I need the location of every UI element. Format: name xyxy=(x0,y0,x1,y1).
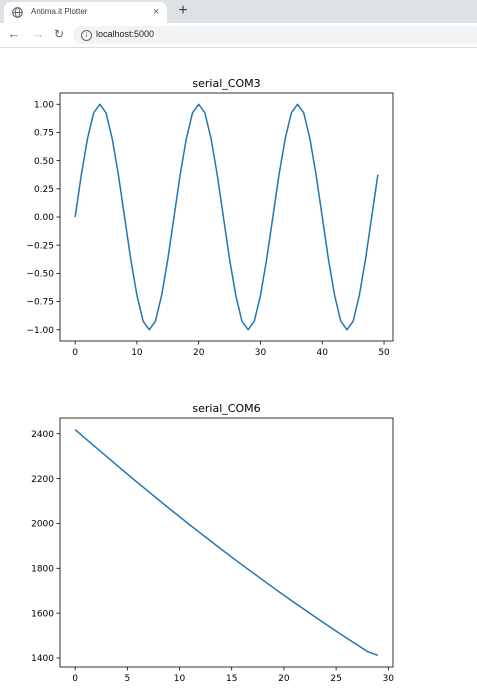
y-tick-label: 1400 xyxy=(31,654,54,664)
x-tick-label: 10 xyxy=(131,348,143,358)
y-tick-label: −0.50 xyxy=(26,270,54,280)
y-tick-label: 2000 xyxy=(31,520,54,530)
y-tick-label: 0.25 xyxy=(34,185,54,195)
x-tick-label: 15 xyxy=(226,674,237,684)
x-tick-label: 10 xyxy=(174,674,186,684)
y-tick-label: −1.00 xyxy=(26,326,54,336)
x-tick-label: 0 xyxy=(72,348,78,358)
y-tick-label: 0.50 xyxy=(34,157,54,167)
chart-2: serial_COM6 0 5 10 15 20 25 30 1400 1600 1800 2000 2… xyxy=(31,402,394,684)
plot-frame xyxy=(59,417,394,668)
y-tick-label: 1600 xyxy=(31,609,54,619)
y-tick-label: 1.00 xyxy=(34,100,54,110)
x-tick-label: 20 xyxy=(193,348,205,358)
close-icon[interactable]: × xyxy=(153,6,160,18)
x-tick-label: 40 xyxy=(317,348,329,358)
browser-tab-strip: Antima.it Plotter × + xyxy=(0,0,477,23)
x-tick-label: 5 xyxy=(124,674,130,684)
browser-toolbar: ← → ↻ i localhost:5000 xyxy=(0,23,477,48)
url-text: localhost:5000 xyxy=(96,29,155,39)
series-line xyxy=(74,429,379,657)
info-icon[interactable]: i xyxy=(81,30,92,41)
y-tick-label: −0.75 xyxy=(26,298,54,308)
reload-icon[interactable]: ↻ xyxy=(53,27,65,41)
address-bar[interactable]: i localhost:5000 xyxy=(73,26,477,44)
series-line xyxy=(74,103,379,331)
x-tick-label: 30 xyxy=(383,674,395,684)
y-tick-label: 2400 xyxy=(31,430,54,440)
chart-title: serial_COM3 xyxy=(192,77,260,90)
x-tick-label: 50 xyxy=(378,348,390,358)
plus-icon[interactable]: + xyxy=(178,2,188,19)
chart-title: serial_COM6 xyxy=(192,402,260,415)
arrow-right-icon[interactable]: → xyxy=(31,26,45,41)
tab-title: Antima.it Plotter xyxy=(31,7,88,16)
x-tick-label: 0 xyxy=(72,674,78,684)
x-tick-label: 30 xyxy=(255,348,267,358)
y-tick-label: 0.75 xyxy=(34,129,54,139)
y-tick-label: 1800 xyxy=(31,564,54,574)
y-tick-label: 2200 xyxy=(31,475,54,485)
y-tick-label: −0.25 xyxy=(26,241,54,251)
arrow-left-icon[interactable]: ← xyxy=(7,26,21,41)
chart-1: serial_COM3 0 10 20 30 40 50 −1.00 −0.75 −0.50 −0.… xyxy=(26,77,394,358)
browser-tab[interactable]: Antima.it Plotter × xyxy=(4,2,167,23)
y-tick-label: 0.00 xyxy=(34,213,54,223)
x-tick-label: 20 xyxy=(278,674,290,684)
x-tick-label: 25 xyxy=(330,674,341,684)
globe-icon xyxy=(12,7,23,18)
